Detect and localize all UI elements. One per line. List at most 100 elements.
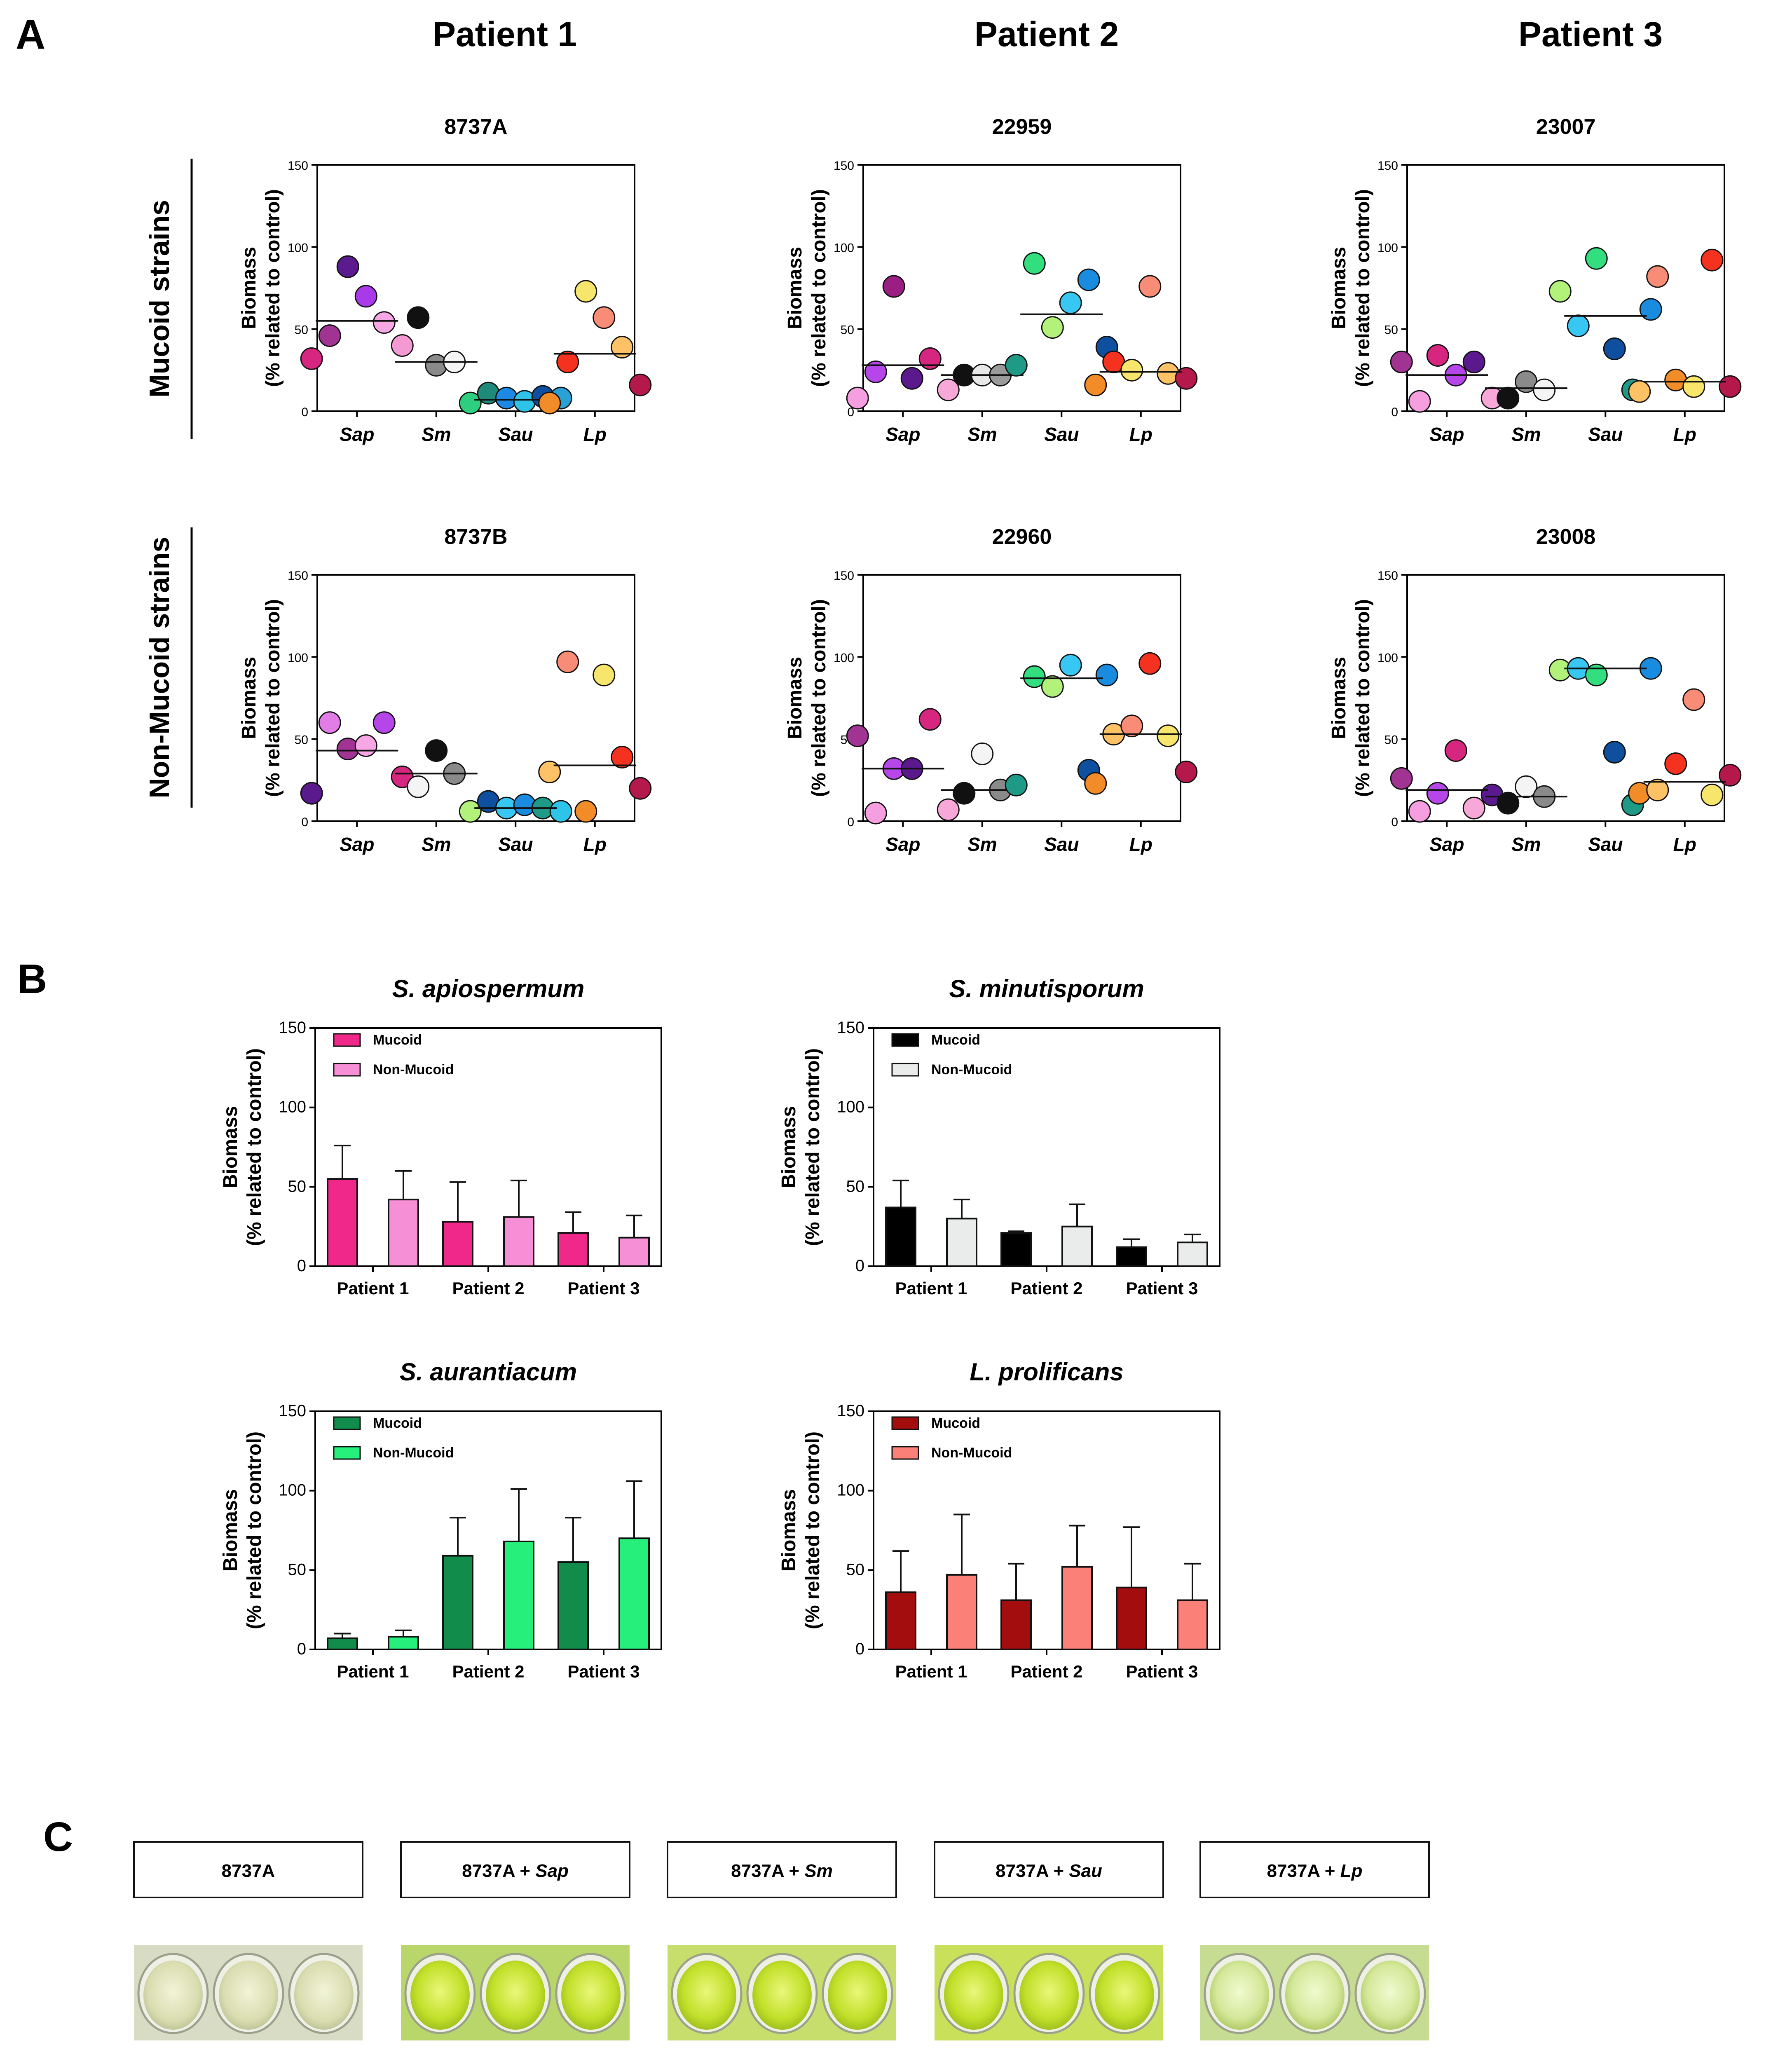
y-tick-label: 0 — [847, 815, 854, 829]
chart-title: 8737A — [444, 115, 507, 139]
bar-non-mucoid — [946, 1218, 977, 1267]
data-point — [1390, 767, 1413, 790]
y-tick-label: 0 — [301, 405, 308, 419]
bar-non-mucoid — [1061, 1225, 1093, 1267]
y-axis-label-line2: (% related to control) — [808, 189, 830, 387]
data-point — [318, 711, 341, 734]
data-point — [354, 285, 377, 308]
y-tick-label: 150 — [834, 159, 854, 173]
data-point — [1603, 741, 1626, 764]
condition-partner: Lp — [1340, 1861, 1363, 1881]
data-point — [538, 760, 561, 783]
x-category-label: Sap — [885, 424, 920, 445]
x-category-label: Patient 3 — [567, 1662, 639, 1681]
data-point — [1120, 714, 1143, 738]
y-axis-label-line2: (% related to control) — [1352, 599, 1374, 797]
well — [944, 1961, 1003, 2030]
x-category-label: Sap — [885, 834, 920, 855]
data-point — [300, 782, 323, 805]
x-category-label: Lp — [1673, 834, 1696, 855]
condition-label: 8737A + Sap — [462, 1861, 569, 1881]
data-point — [971, 743, 994, 766]
x-category-label: Patient 1 — [895, 1279, 967, 1298]
x-category-label: Patient 1 — [337, 1662, 409, 1681]
patient-header-2: Patient 2 — [974, 15, 1119, 54]
data-point — [1682, 375, 1705, 398]
bar-chart-3: L. prolificans 0 50 100 150 Biomass (% related… — [778, 1358, 1220, 1681]
data-point — [953, 782, 976, 805]
bar-non-mucoid — [1061, 1566, 1093, 1651]
y-tick-label: 100 — [288, 651, 308, 665]
bar-non-mucoid — [388, 1199, 419, 1267]
x-category-label: Patient 1 — [895, 1662, 967, 1681]
data-point — [1175, 760, 1198, 783]
data-point — [1444, 739, 1467, 762]
data-point — [593, 306, 616, 329]
y-axis-label: Biomass (% related to control) — [220, 1431, 265, 1629]
bar-chart-2: S. aurantiacum 0 50 100 150 Biomass (% related… — [220, 1358, 662, 1681]
y-tick-label: 50 — [288, 1560, 307, 1579]
panel-label-c: C — [43, 1814, 73, 1860]
y-tick-label: 150 — [1377, 159, 1398, 173]
y-tick-label: 150 — [288, 159, 308, 173]
x-category-label: Patient 1 — [337, 1279, 409, 1298]
data-point — [1603, 337, 1626, 361]
y-axis-label-line2: (% related to control) — [808, 599, 830, 797]
data-point — [556, 650, 579, 673]
plot-frame — [873, 1410, 1220, 1650]
y-axis-label-line1: Biomass — [220, 1489, 241, 1572]
data-point — [1701, 783, 1724, 806]
bar-mucoid — [327, 1178, 358, 1267]
x-category-label: Patient 2 — [1010, 1279, 1082, 1298]
legend-label: Non-Mucoid — [931, 1445, 1012, 1461]
condition-3: 8737A + Sau — [934, 1841, 1164, 2040]
data-point — [574, 280, 597, 303]
data-point — [1041, 675, 1064, 698]
data-point — [937, 798, 960, 821]
data-point — [1084, 373, 1107, 396]
scatter-chart-22959: 22959 0 50 100 150 Biomass (% related to contr… — [784, 115, 1198, 445]
y-tick-label: 100 — [1377, 651, 1398, 665]
bar-mucoid — [327, 1637, 358, 1650]
y-axis-label-line1: Biomass — [1328, 247, 1350, 329]
condition-label: 8737A + Sau — [996, 1861, 1102, 1881]
y-tick-label: 100 — [279, 1481, 306, 1499]
scatter-chart-23008: 23008 0 50 100 150 Biomass (% related to contr… — [1328, 525, 1742, 855]
scatter-chart-22960: 22960050100150Biomass(% related to contr… — [784, 525, 1198, 855]
y-tick-label: 150 — [288, 569, 308, 583]
data-point — [1120, 358, 1143, 382]
data-point — [1023, 665, 1046, 688]
bar-mucoid — [442, 1221, 473, 1267]
condition-label: 8737A — [222, 1861, 275, 1881]
data-point — [1408, 390, 1431, 413]
data-point — [900, 367, 923, 390]
y-tick-label: 150 — [837, 1402, 864, 1420]
condition-strain: 8737A + — [1267, 1861, 1340, 1881]
data-point — [918, 347, 942, 370]
legend-label: Non-Mucoid — [373, 1062, 454, 1078]
chart-title: 22959 — [992, 115, 1052, 139]
x-category-label: Sm — [1511, 834, 1541, 855]
x-category-label: Sap — [340, 424, 374, 445]
x-category-label: Lp — [583, 834, 607, 855]
y-tick-label: 100 — [1377, 241, 1398, 255]
legend-swatch — [891, 1416, 919, 1430]
legend-swatch — [891, 1446, 919, 1460]
condition-4: 8737A + Lp — [1199, 1841, 1430, 2040]
data-point — [459, 391, 482, 415]
x-category-label: Patient 2 — [1010, 1662, 1082, 1681]
condition-partner: Sau — [1069, 1861, 1102, 1881]
plot-frame — [316, 574, 635, 822]
bar-mucoid — [885, 1206, 916, 1267]
chart-title: 22960 — [992, 525, 1052, 549]
plot-frame — [1406, 164, 1725, 412]
well — [486, 1961, 545, 2030]
data-point — [1023, 252, 1046, 275]
condition-strain: 8737A — [222, 1861, 275, 1881]
data-point — [1005, 773, 1028, 796]
legend-label: Mucoid — [931, 1032, 980, 1048]
y-axis-label: Biomass (% related to control) — [1328, 599, 1374, 797]
panel-label-a: A — [16, 12, 45, 58]
x-category-label: Sm — [967, 424, 997, 445]
